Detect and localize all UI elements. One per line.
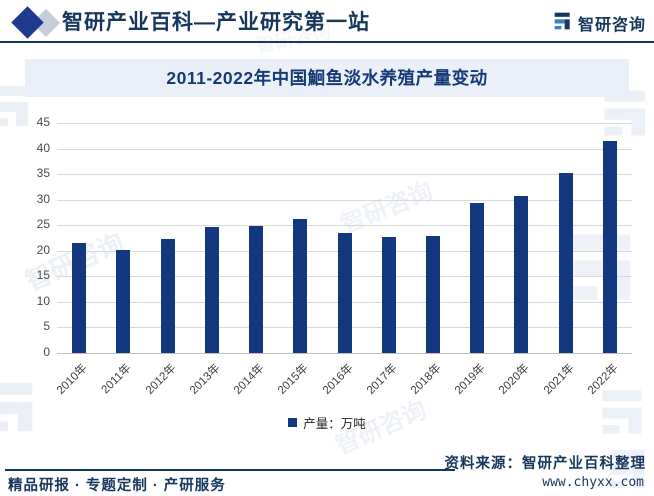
x-axis-tick-label: 2017年	[364, 362, 400, 397]
brand-logo: 智研咨询	[553, 11, 646, 35]
bar-2021年	[558, 172, 573, 353]
y-axis-tick-label: 30	[36, 191, 50, 206]
x-axis-tick-label: 2015年	[276, 362, 311, 397]
diamond-shape-front	[11, 6, 44, 39]
y-axis-tick-label: 25	[36, 217, 50, 232]
bar-2012年	[160, 239, 175, 353]
x-axis-tick-label: 2022年	[585, 362, 621, 397]
x-axis-tick-label: 2021年	[541, 362, 577, 397]
bar-2013年	[204, 227, 219, 353]
legend-swatch	[288, 418, 298, 427]
gridline	[57, 353, 632, 354]
bar-2010年	[72, 243, 87, 353]
y-axis-tick-label: 15	[36, 268, 50, 283]
x-axis-tick-label: 2019年	[453, 362, 488, 397]
y-axis-tick-label: 40	[36, 140, 50, 155]
chart-title-banner: 2011-2022年中国鮰鱼淡水养殖产量变动	[25, 59, 629, 97]
y-axis-tick-label: 35	[36, 166, 50, 181]
y-axis-tick-label: 20	[36, 242, 50, 257]
x-axis-tick-label: 2016年	[320, 362, 356, 397]
y-axis-tick-label: 10	[36, 293, 50, 308]
chart-legend: 产量：万吨	[0, 413, 654, 432]
bar-2011年	[116, 249, 131, 353]
bar-2018年	[425, 235, 440, 353]
y-axis-tick-label: 5	[43, 319, 50, 334]
x-axis-tick-label: 2010年	[55, 362, 90, 397]
x-axis-tick-label: 2011年	[99, 362, 134, 397]
x-axis-tick-label: 2020年	[497, 362, 533, 397]
bar-2015年	[293, 218, 308, 353]
bar-2016年	[337, 233, 352, 353]
bar-2022年	[602, 140, 617, 353]
gridline	[57, 199, 632, 201]
x-axis-tick-label: 2014年	[231, 362, 267, 397]
x-axis-tick-label: 2013年	[187, 362, 223, 397]
bar-2019年	[470, 202, 485, 353]
gridline	[57, 174, 632, 176]
bar-chart: 产量：万吨 0 5 10 15 20 25 30 35 40 45 2010年 2011年 2012年 2…	[0, 108, 654, 440]
gridline	[57, 148, 632, 150]
bar-2017年	[381, 236, 396, 353]
bar-2014年	[249, 226, 264, 353]
bar-2020年	[514, 196, 529, 353]
site-title: 智研产业百科—产业研究第一站	[62, 11, 370, 34]
plot-area	[57, 123, 632, 354]
footer-divider	[5, 469, 455, 471]
gridline	[57, 123, 632, 124]
y-axis-tick-label: 0	[43, 345, 50, 359]
y-axis-tick-label: 45	[36, 115, 50, 129]
site-logo-icon	[10, 5, 62, 39]
brand-icon	[553, 11, 573, 36]
data-source-note: 资料来源：智研产业百科整理	[444, 456, 646, 472]
chart-title: 2011-2022年中国鮰鱼淡水养殖产量变动	[166, 68, 488, 88]
website-url: www.chyxx.com	[542, 475, 644, 490]
x-axis-tick-label: 2018年	[408, 362, 444, 397]
legend-label: 产量：万吨	[303, 417, 366, 431]
brand-name: 智研咨询	[577, 17, 646, 34]
footer-services: 精品研报 · 专题定制 · 产研服务	[8, 478, 226, 494]
x-axis-tick-label: 2012年	[143, 362, 179, 397]
header: 智研产业百科—产业研究第一站 智研咨询	[0, 0, 654, 43]
gridline	[57, 225, 632, 227]
